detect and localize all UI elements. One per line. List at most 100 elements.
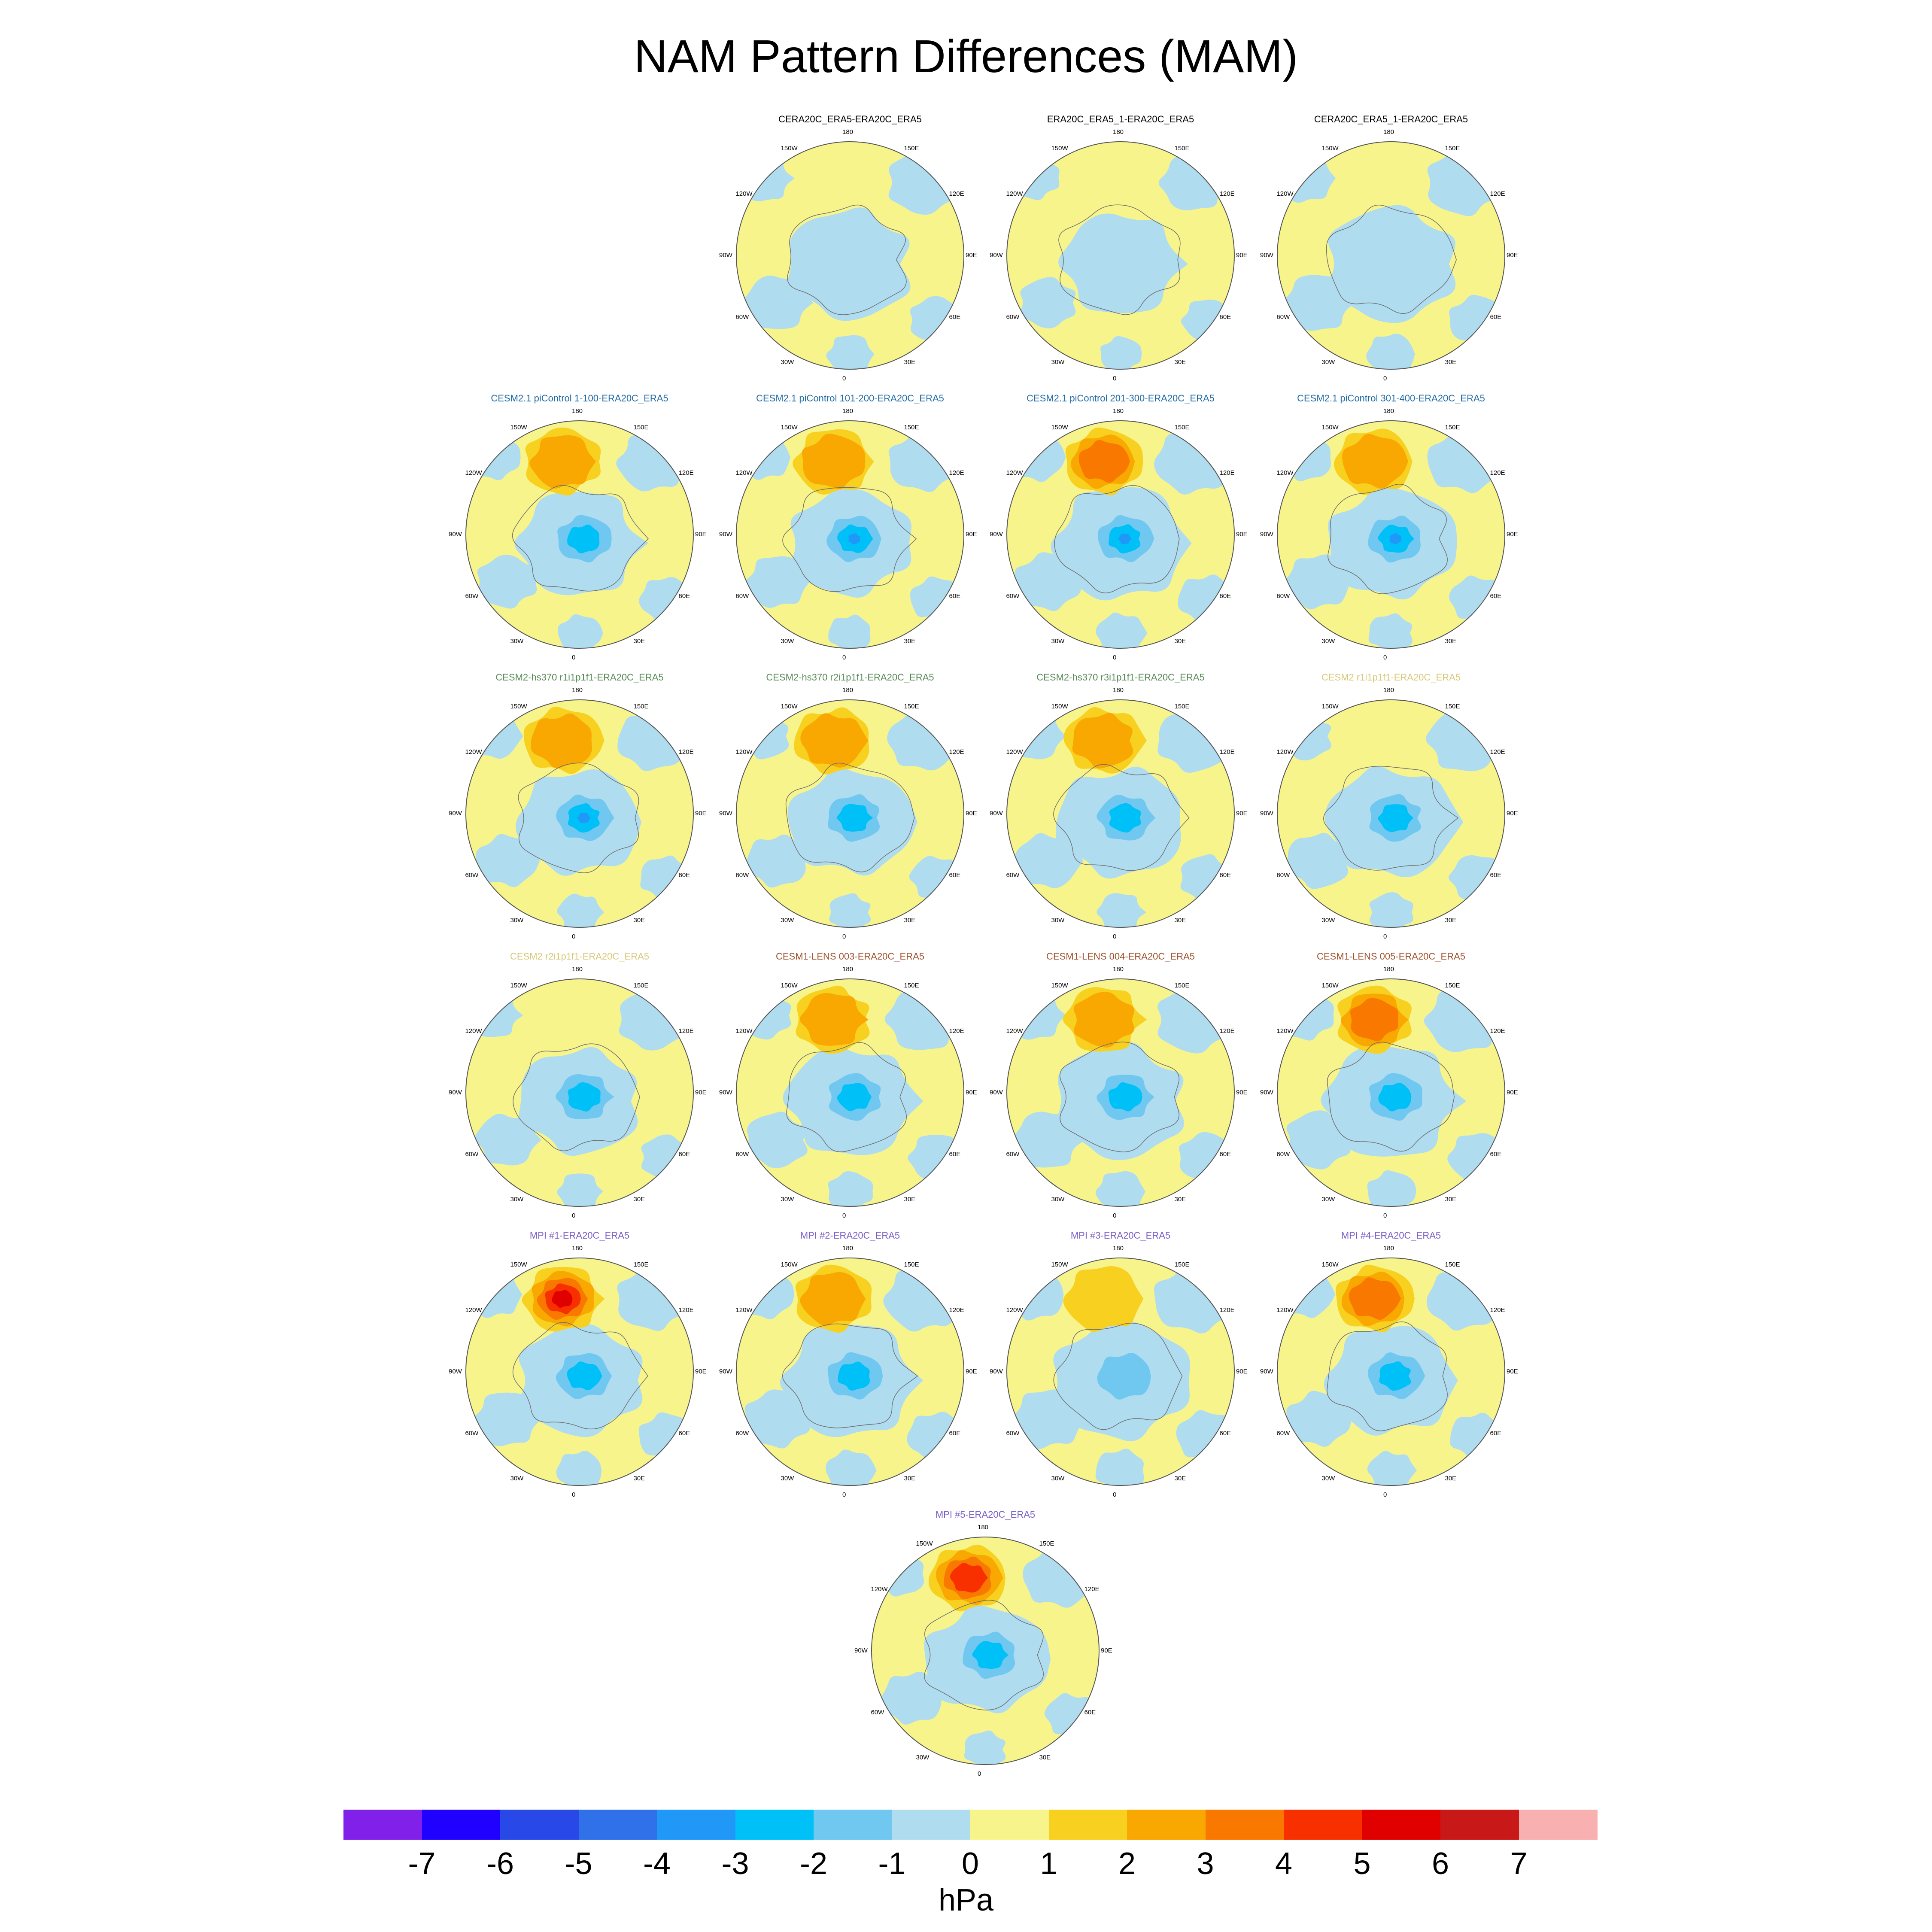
colorbar-cell [814, 1810, 892, 1840]
longitude-label: 0 [842, 1491, 846, 1498]
longitude-label: 0 [842, 375, 846, 382]
longitude-label: 0 [1113, 654, 1117, 661]
longitude-label: 150E [1174, 1261, 1190, 1269]
negative-region [1095, 1171, 1145, 1206]
negative-contour [567, 524, 600, 553]
longitude-label: 30W [1051, 358, 1065, 366]
longitude-label: 0 [1113, 375, 1117, 382]
longitude-label: 30W [1051, 916, 1065, 924]
coastline [1053, 764, 1190, 871]
longitude-label: 30W [1321, 358, 1335, 366]
negative-contour [1108, 1082, 1142, 1112]
longitude-label: 60E [678, 592, 690, 600]
negative-contour [837, 804, 873, 832]
negative-contour [577, 813, 591, 823]
longitude-label: 180 [842, 407, 854, 415]
longitude-label: 60E [1490, 1150, 1502, 1158]
longitude-label: 120E [1219, 1027, 1235, 1035]
colorbar-tick-label: 3 [1197, 1847, 1214, 1881]
colorbar-cell [1048, 1810, 1127, 1840]
longitude-label: 180 [978, 1524, 989, 1531]
negative-region [1020, 277, 1076, 328]
panel-title: CESM1-LENS 005-ERA20C_ERA5 [1316, 951, 1466, 962]
longitude-label: 90W [990, 252, 1003, 259]
longitude-label: 30W [781, 1474, 794, 1482]
longitude-label: 120E [1490, 469, 1505, 477]
map-panel: MPI #2-ERA20C_ERA5 180 150E 120E 90E 60E 30E 0 3… [713, 1230, 987, 1505]
longitude-label: 60W [871, 1708, 884, 1716]
panel-title: MPI #3-ERA20C_ERA5 [1070, 1230, 1171, 1241]
colorbar-cell [1284, 1810, 1362, 1840]
polar-map [1006, 1258, 1235, 1486]
longitude-label: 180 [1113, 1245, 1124, 1252]
longitude-label: 30E [904, 358, 916, 366]
panel-title: MPI #1-ERA20C_ERA5 [529, 1230, 630, 1241]
negative-region [1367, 1170, 1416, 1206]
longitude-label: 30W [916, 1753, 930, 1761]
longitude-label: 60E [1490, 592, 1502, 600]
polar-map [1006, 420, 1235, 649]
longitude-label: 120E [678, 1027, 694, 1035]
longitude-label: 60E [1084, 1708, 1096, 1716]
longitude-label: 60E [1219, 592, 1231, 600]
map-outline [1277, 1258, 1505, 1486]
negative-region [1012, 1112, 1085, 1168]
negative-contour [837, 1083, 872, 1112]
longitude-label: 120W [1006, 190, 1023, 197]
coastline [1323, 766, 1459, 871]
longitude-label: 150W [1051, 424, 1068, 431]
negative-region [1286, 1391, 1352, 1447]
longitude-label: 120E [1219, 1306, 1235, 1314]
panel-title: CESM2.1 piControl 1-100-ERA20C_ERA5 [491, 393, 668, 404]
longitude-label: 60W [1006, 871, 1020, 879]
longitude-label: 120E [1219, 469, 1235, 477]
longitude-label: 90E [695, 1368, 707, 1375]
longitude-label: 120E [678, 469, 694, 477]
map-panel: ERA20C_ERA5_1-ERA20C_ERA5 180 150E 120E 90E 6… [983, 114, 1258, 389]
longitude-label: 120E [949, 1306, 964, 1314]
longitude-label: 60W [1006, 1429, 1020, 1437]
map-outline [736, 978, 964, 1207]
colorbar-cell [1440, 1810, 1519, 1840]
longitude-label: 150W [510, 703, 527, 711]
coastline [782, 1323, 918, 1428]
positive-contour [800, 1272, 866, 1326]
longitude-label: 60W [465, 1429, 479, 1437]
longitude-label: 60E [678, 871, 690, 879]
longitude-label: 60W [735, 1429, 749, 1437]
negative-contour [1109, 803, 1141, 833]
longitude-label: 150E [1174, 703, 1190, 711]
positive-contour [1350, 998, 1399, 1042]
polar-map [1006, 141, 1235, 370]
longitude-label: 60W [1276, 313, 1290, 321]
map-panel: CESM2-hs370 r2i1p1f1-ERA20C_ERA5 180 150E 1… [713, 672, 987, 947]
longitude-label: 120W [1276, 1027, 1294, 1035]
longitude-label: 180 [1383, 407, 1394, 415]
negative-region [557, 893, 605, 927]
longitude-label: 90W [449, 810, 462, 817]
negative-region [1100, 336, 1142, 369]
longitude-label: 120W [871, 1585, 888, 1593]
longitude-label: 30W [510, 1195, 524, 1203]
map-outline [1277, 141, 1505, 370]
longitude-label: 30W [1321, 916, 1335, 924]
longitude-label: 120W [735, 1027, 753, 1035]
positive-contour [802, 434, 866, 489]
longitude-label: 120W [465, 1306, 482, 1314]
longitude-label: 150E [1445, 145, 1460, 152]
panel-title: CESM2 r2i1p1f1-ERA20C_ERA5 [510, 951, 650, 962]
negative-region [1369, 892, 1413, 927]
panel-title: ERA20C_ERA5_1-ERA20C_ERA5 [1047, 114, 1194, 125]
panel-title: CERA20C_ERA5_1-ERA20C_ERA5 [1314, 114, 1468, 125]
map-panel: CESM2-hs370 r3i1p1f1-ERA20C_ERA5 180 150E 1… [983, 672, 1258, 947]
longitude-label: 0 [842, 654, 846, 661]
colorbar-tick-label: 1 [1040, 1847, 1057, 1881]
longitude-label: 120E [1490, 1306, 1505, 1314]
panel-title: CESM2.1 piControl 301-400-ERA20C_ERA5 [1297, 393, 1485, 404]
longitude-label: 0 [572, 1212, 576, 1219]
colorbar-cell [970, 1810, 1049, 1840]
panel-title: CESM2-hs370 r2i1p1f1-ERA20C_ERA5 [766, 672, 934, 683]
longitude-label: 60E [949, 313, 961, 321]
longitude-label: 120W [1006, 748, 1023, 756]
panel-title: CESM2.1 piControl 101-200-ERA20C_ERA5 [756, 393, 944, 404]
